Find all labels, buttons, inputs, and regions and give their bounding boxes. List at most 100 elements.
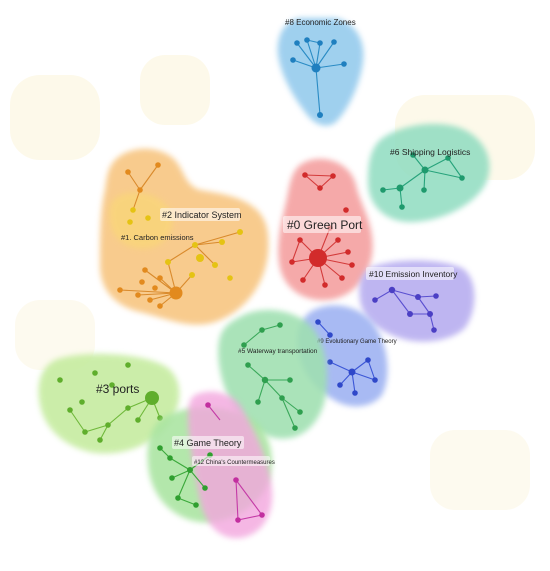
node bbox=[92, 370, 98, 376]
node bbox=[352, 390, 358, 396]
node bbox=[433, 293, 439, 299]
cluster-label: #8 Economic Zones bbox=[285, 18, 356, 27]
node bbox=[125, 362, 131, 368]
node bbox=[117, 287, 123, 293]
node bbox=[322, 282, 328, 288]
cluster-label: #0 Green Port bbox=[287, 218, 363, 232]
node bbox=[327, 359, 333, 365]
node bbox=[297, 237, 303, 243]
cluster-8-economic-zones: #8 Economic Zones bbox=[277, 18, 364, 126]
node bbox=[189, 272, 195, 278]
node bbox=[255, 399, 261, 405]
node bbox=[187, 467, 193, 473]
node bbox=[196, 254, 204, 262]
node bbox=[339, 275, 345, 281]
node bbox=[294, 40, 300, 46]
node bbox=[315, 319, 321, 325]
node bbox=[410, 152, 416, 158]
node bbox=[279, 395, 285, 401]
cluster-5-hull bbox=[218, 309, 328, 439]
node bbox=[147, 297, 153, 303]
node bbox=[407, 311, 413, 317]
node bbox=[97, 437, 103, 443]
node bbox=[290, 57, 296, 63]
node bbox=[79, 399, 85, 405]
node bbox=[109, 382, 115, 388]
node bbox=[125, 405, 131, 411]
node bbox=[125, 169, 131, 175]
node bbox=[142, 267, 148, 273]
node bbox=[343, 207, 349, 213]
cluster-label: #5 Waterway transportation bbox=[238, 348, 318, 355]
node bbox=[193, 502, 199, 508]
node bbox=[372, 297, 378, 303]
node bbox=[137, 187, 143, 193]
node bbox=[227, 275, 233, 281]
node bbox=[165, 259, 171, 265]
node bbox=[297, 409, 303, 415]
node bbox=[235, 517, 241, 523]
node bbox=[105, 422, 111, 428]
node bbox=[345, 249, 351, 255]
node bbox=[317, 112, 323, 118]
node bbox=[57, 377, 63, 383]
node bbox=[372, 377, 378, 383]
node bbox=[365, 357, 371, 363]
node bbox=[259, 512, 265, 518]
node bbox=[127, 219, 133, 225]
node bbox=[167, 455, 173, 461]
node bbox=[459, 175, 465, 181]
node bbox=[219, 239, 225, 245]
node bbox=[277, 322, 283, 328]
node bbox=[399, 204, 405, 210]
cluster-label: #12 China's Countermeasures bbox=[194, 460, 275, 466]
node bbox=[388, 286, 396, 294]
node bbox=[139, 279, 145, 285]
node bbox=[311, 63, 321, 73]
node bbox=[300, 277, 306, 283]
node bbox=[130, 207, 136, 213]
cluster-12-chinas-countermeasures: #4 Game Theory #12 China's Countermeasur… bbox=[157, 391, 275, 539]
node bbox=[309, 249, 327, 267]
node bbox=[241, 342, 247, 348]
node bbox=[415, 294, 421, 300]
node bbox=[145, 391, 159, 405]
cluster-3-ports: #3 ports bbox=[38, 353, 180, 454]
node bbox=[431, 327, 437, 333]
cluster-label: #1. Carbon emissions bbox=[121, 233, 194, 242]
node bbox=[445, 155, 451, 161]
node bbox=[233, 477, 239, 483]
node bbox=[380, 187, 386, 193]
cluster-10-emission-inventory: #10 Emission Inventory bbox=[359, 260, 475, 342]
cluster-1-hull bbox=[109, 192, 173, 249]
cluster-label: #2 Indicator System bbox=[162, 210, 242, 220]
cluster-6-shipping-logistics: #6 Shipping Logistics bbox=[368, 123, 490, 222]
node bbox=[82, 429, 88, 435]
node bbox=[289, 259, 295, 265]
node bbox=[212, 262, 218, 268]
node bbox=[155, 162, 161, 168]
node bbox=[192, 242, 198, 248]
cluster-5-waterway-transportation: #5 Waterway transportation bbox=[218, 309, 328, 439]
cluster-0-green-port: #0 Green Port bbox=[278, 158, 373, 301]
node bbox=[349, 262, 355, 268]
cluster-8-hull bbox=[277, 18, 364, 126]
node bbox=[237, 229, 243, 235]
cluster-6-hull bbox=[368, 123, 490, 222]
node bbox=[287, 377, 293, 383]
node bbox=[292, 425, 298, 431]
node bbox=[135, 292, 141, 298]
node bbox=[259, 327, 265, 333]
node bbox=[135, 417, 141, 423]
node bbox=[157, 445, 163, 451]
cluster-label: #3 ports bbox=[96, 382, 139, 396]
cluster-2-indicator-system: #2 Indicator System #1. Carbon emissions bbox=[100, 148, 269, 325]
node bbox=[327, 332, 333, 338]
node bbox=[169, 286, 183, 300]
node bbox=[205, 402, 211, 408]
cluster-label: #10 Emission Inventory bbox=[369, 269, 458, 279]
node bbox=[145, 215, 151, 221]
cluster-3-hull bbox=[38, 353, 180, 454]
node bbox=[330, 173, 336, 179]
